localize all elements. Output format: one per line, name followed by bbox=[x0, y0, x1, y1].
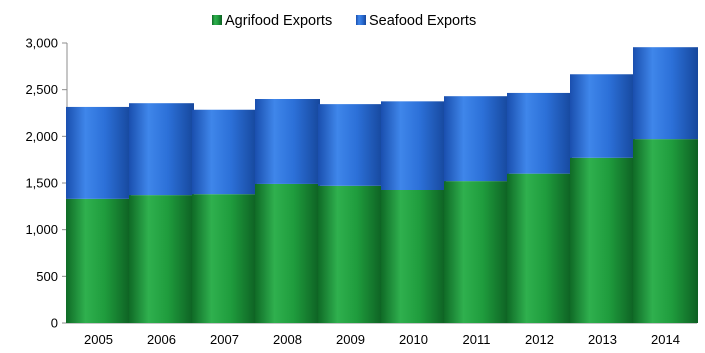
y-tick-label: 2,000 bbox=[25, 129, 58, 144]
bar-seafood-exports-2008 bbox=[255, 99, 320, 184]
bar-seafood-exports-2012 bbox=[507, 92, 572, 174]
x-axis: 2005 2006 2007 2008 2009 2010 2011 2012 2013 2014 bbox=[67, 322, 697, 347]
y-tick-label: 1,000 bbox=[25, 222, 58, 237]
legend-label-seafood-exports: Seafood Exports bbox=[369, 13, 476, 29]
bar-seafood-exports-2007 bbox=[192, 109, 257, 195]
x-tick-label: 2014 bbox=[651, 332, 680, 347]
bar-agrifood-exports-2010 bbox=[381, 190, 446, 323]
bar-seafood-exports-2010 bbox=[381, 101, 446, 190]
x-tick-label: 2010 bbox=[399, 332, 428, 347]
y-axis: 0 500 1,000 1,500 2,000 2,500 3,000 bbox=[25, 36, 68, 331]
y-tick-label: 0 bbox=[51, 316, 58, 331]
legend-swatch-seafood-exports bbox=[356, 15, 366, 25]
bar-agrifood-exports-2013 bbox=[570, 157, 635, 323]
bar-agrifood-exports-2005 bbox=[66, 198, 131, 323]
chart-legend: Agrifood Exports Seafood Exports bbox=[212, 13, 476, 29]
bar-agrifood-exports-2006 bbox=[129, 195, 194, 323]
bar-group bbox=[66, 47, 698, 323]
y-tick-label: 1,500 bbox=[25, 176, 58, 191]
y-tick-label: 3,000 bbox=[25, 36, 58, 51]
legend-swatch-agrifood-exports bbox=[212, 15, 222, 25]
bar-agrifood-exports-2008 bbox=[255, 183, 320, 323]
bar-agrifood-exports-2009 bbox=[318, 185, 383, 323]
x-tick-label: 2007 bbox=[210, 332, 239, 347]
bar-agrifood-exports-2012 bbox=[507, 173, 572, 323]
x-tick-label: 2012 bbox=[525, 332, 554, 347]
bar-agrifood-exports-2014 bbox=[633, 139, 698, 323]
legend-label-agrifood-exports: Agrifood Exports bbox=[225, 13, 332, 29]
bar-seafood-exports-2009 bbox=[318, 104, 383, 186]
bar-seafood-exports-2011 bbox=[444, 96, 509, 182]
bar-seafood-exports-2014 bbox=[633, 47, 698, 140]
bar-seafood-exports-2005 bbox=[66, 106, 131, 199]
bar-agrifood-exports-2007 bbox=[192, 194, 257, 323]
x-tick-label: 2006 bbox=[147, 332, 176, 347]
x-tick-label: 2008 bbox=[273, 332, 302, 347]
bar-agrifood-exports-2011 bbox=[444, 181, 509, 323]
x-tick-label: 2009 bbox=[336, 332, 365, 347]
x-tick-label: 2005 bbox=[84, 332, 113, 347]
y-tick-label: 500 bbox=[36, 269, 58, 284]
x-tick-label: 2013 bbox=[588, 332, 617, 347]
y-tick-label: 2,500 bbox=[25, 82, 58, 97]
bar-seafood-exports-2006 bbox=[129, 103, 194, 196]
x-tick-label: 2011 bbox=[463, 332, 491, 347]
bar-seafood-exports-2013 bbox=[570, 74, 635, 158]
